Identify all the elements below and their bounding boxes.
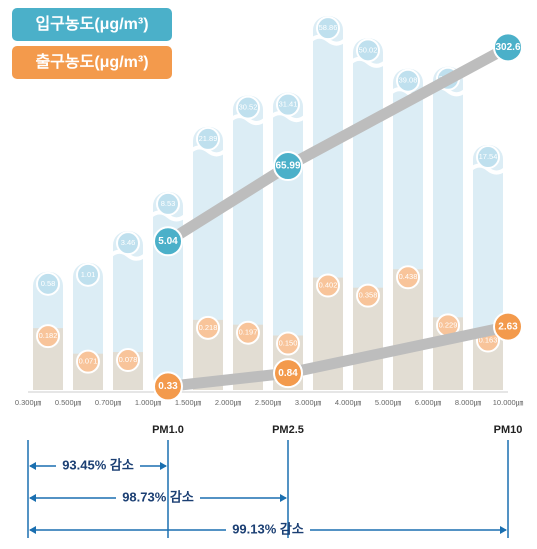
inlet-bar: [153, 191, 183, 390]
inlet-label-bg: [396, 68, 420, 93]
arrow-head: [500, 526, 507, 534]
x-tick-label: 4.000㎛: [335, 398, 362, 408]
outlet-label-bg: [276, 331, 300, 356]
arrow-head: [29, 494, 36, 502]
outlet-label-bg: [356, 283, 380, 308]
pm-label: PM2.5: [272, 424, 304, 436]
outlet-value-label: 0.358: [359, 291, 378, 300]
x-tick-label: 10.000㎛: [493, 398, 524, 408]
pm-value-label: 0.33: [158, 381, 178, 392]
inlet-value-label: 39.08: [399, 76, 418, 85]
inlet-value-label: 1.01: [81, 270, 96, 279]
outlet-bar: [393, 269, 423, 390]
inlet-bar: [233, 95, 263, 390]
axis-break: [269, 111, 307, 123]
pm-point: [153, 371, 183, 402]
inlet-label-bg: [276, 92, 300, 117]
pm-point: [273, 151, 303, 182]
outlet-value-label: 0.163: [479, 335, 498, 344]
outlet-label-bg: [196, 315, 220, 340]
outlet-value-label: 0.197: [239, 328, 258, 337]
arrow-head: [29, 462, 36, 470]
arrow-head: [280, 494, 287, 502]
legend-label: 입구농도(μg/m³): [35, 15, 148, 33]
legend-box: [12, 8, 172, 41]
outlet-label-bg: [36, 324, 60, 349]
reduction-label: 93.45% 감소: [62, 457, 134, 472]
outlet-value-label: 0.078: [119, 355, 138, 364]
x-tick-label: 0.300㎛: [15, 398, 42, 408]
inlet-label-bg: [356, 38, 380, 63]
inlet-label-bg: [316, 16, 340, 41]
outlet-label-bg: [236, 320, 260, 345]
pm-point: [493, 32, 523, 63]
x-tick-label: 1.000㎛: [135, 398, 162, 408]
x-tick-label: 2.000㎛: [215, 398, 242, 408]
outlet-label-bg: [316, 273, 340, 298]
inlet-value-label: 50.02: [359, 45, 378, 54]
pm-label: PM1.0: [152, 424, 184, 436]
pm-label: PM10: [494, 424, 523, 436]
x-tick-label: 3.000㎛: [295, 398, 322, 408]
legend-box: [12, 46, 172, 79]
inlet-label-bg: [156, 191, 180, 216]
outlet-value-label: 0.071: [79, 357, 98, 366]
axis-break: [309, 34, 347, 46]
x-tick-label: 1.500㎛: [175, 398, 202, 408]
inlet-value-label: 3.46: [121, 238, 136, 247]
x-tick-label: 0.500㎛: [55, 398, 82, 408]
pm-point: [273, 358, 303, 389]
inlet-value-label: 58.86: [319, 23, 338, 32]
x-tick-label: 8.000㎛: [455, 398, 482, 408]
inlet-value-label: 0.58: [41, 279, 56, 288]
x-tick-label: 6.000㎛: [415, 398, 442, 408]
inlet-label-bg: [476, 145, 500, 170]
pm-value-label: 65.99: [275, 161, 300, 172]
outlet-value-label: 0.438: [399, 272, 418, 281]
pm-value-label: 5.04: [158, 236, 178, 247]
inlet-value-label: 31.41: [279, 100, 298, 109]
pm-point: [493, 311, 523, 342]
axis-break: [349, 56, 387, 68]
inlet-value-label: 21.89: [199, 134, 218, 143]
inlet-label-bg: [116, 231, 140, 256]
arrow-head: [29, 526, 36, 534]
x-tick-label: 0.700㎛: [95, 398, 122, 408]
x-tick-label: 2.500㎛: [255, 398, 282, 408]
reduction-label: 99.13% 감소: [232, 521, 304, 536]
inlet-bar: [113, 231, 143, 390]
outlet-value-label: 0.218: [199, 323, 218, 332]
inlet-value-label: 8.53: [161, 199, 176, 208]
inlet-label-bg: [76, 262, 100, 287]
axis-break: [229, 114, 267, 126]
inlet-label-bg: [196, 126, 220, 151]
pm-value-label: 2.63: [498, 321, 518, 332]
x-tick-label: 5.000㎛: [375, 398, 402, 408]
outlet-value-label: 0.150: [279, 338, 298, 347]
outlet-label-bg: [396, 265, 420, 290]
outlet-value-label: 0.402: [319, 281, 338, 290]
inlet-bar: [433, 66, 463, 391]
pm-value-label: 0.84: [278, 368, 298, 379]
arrow-head: [160, 462, 167, 470]
inlet-label-bg: [236, 95, 260, 120]
reduction-label: 98.73% 감소: [122, 489, 194, 504]
outlet-value-label: 0.229: [439, 320, 458, 329]
pm-point: [153, 226, 183, 257]
outlet-label-bg: [116, 348, 140, 373]
inlet-value-label: 17.54: [479, 152, 498, 161]
legend-label: 출구농도(μg/m³): [35, 53, 148, 71]
outlet-value-label: 0.182: [39, 331, 58, 340]
pm-value-label: 302.6: [495, 42, 520, 53]
outlet-label-bg: [76, 349, 100, 374]
inlet-value-label: 30.52: [239, 103, 258, 112]
inlet-label-bg: [36, 271, 60, 296]
